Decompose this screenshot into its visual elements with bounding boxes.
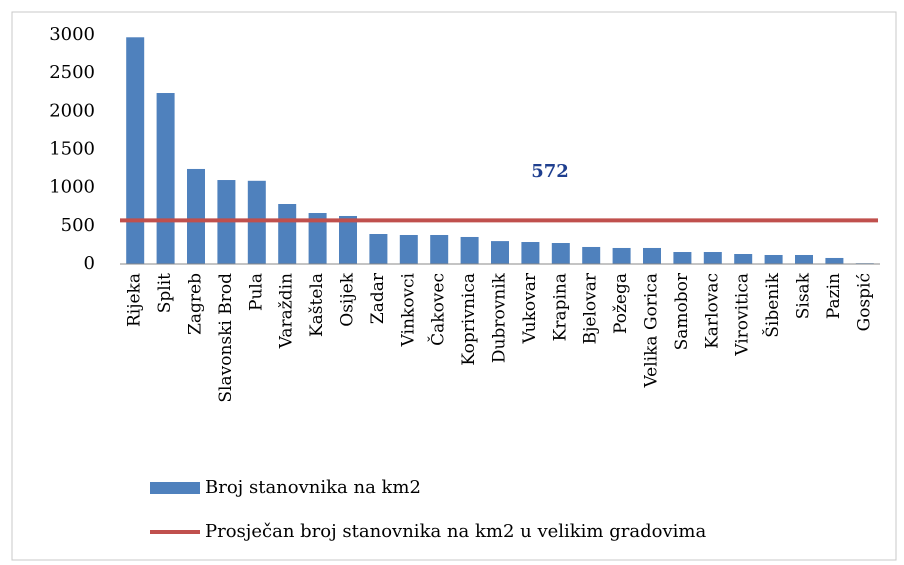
x-tick-label: Rijeka <box>125 273 145 327</box>
x-tick-label: Čakovec <box>428 273 449 346</box>
x-tick-label: Zagreb <box>186 273 206 335</box>
x-tick-label: Šibenik <box>762 272 783 337</box>
x-tick-label: Gospić <box>854 273 874 331</box>
bar <box>521 242 540 264</box>
x-tick-label: Kaštela <box>307 273 327 337</box>
x-tick-label: Velika Gorica <box>642 273 662 389</box>
bar <box>491 241 509 264</box>
bar <box>582 246 601 264</box>
x-tick-label: Sisak <box>794 272 814 319</box>
bar <box>673 252 692 264</box>
x-tick-label: Pula <box>246 273 266 311</box>
x-tick-label: Bjelovar <box>581 272 601 344</box>
x-tick-label: Split <box>155 273 175 313</box>
bar <box>399 234 418 264</box>
legend-label: Prosječan broj stanovnika na km2 u velik… <box>205 521 706 542</box>
bar <box>643 247 661 264</box>
bar <box>126 37 145 264</box>
y-tick-label: 1000 <box>49 177 95 198</box>
y-tick-label: 0 <box>84 253 95 274</box>
bar <box>339 215 357 264</box>
x-tick-label: Koprivnica <box>459 273 479 366</box>
x-tick-label: Požega <box>611 273 631 334</box>
x-tick-label: Vukovar <box>520 272 540 344</box>
y-tick-label: 1500 <box>49 139 95 160</box>
y-tick-label: 3000 <box>49 24 95 45</box>
legend-label: Broj stanovnika na km2 <box>205 477 421 498</box>
x-tick-label: Krapina <box>550 273 570 341</box>
x-tick-label: Dubrovnik <box>490 272 510 363</box>
x-tick-label: Pazin <box>824 273 844 319</box>
x-tick-label: Slavonski Brod <box>216 273 236 403</box>
bar <box>764 254 783 264</box>
y-tick-label: 2500 <box>49 62 95 83</box>
y-tick-label: 2000 <box>49 100 95 121</box>
bar <box>156 93 175 264</box>
bar <box>187 168 205 264</box>
x-tick-label: Virovitica <box>733 273 753 357</box>
bar <box>703 252 722 264</box>
x-tick-label: Varaždin <box>277 273 297 349</box>
bar <box>734 254 753 264</box>
bar <box>551 243 570 264</box>
y-tick-label: 500 <box>61 215 95 236</box>
x-tick-label: Vinkovci <box>398 272 418 347</box>
bar <box>308 213 327 264</box>
bar <box>825 257 844 264</box>
bar <box>430 234 449 264</box>
annotation: 572 <box>531 161 569 182</box>
bar <box>460 236 479 264</box>
x-tick-label: Osijek <box>338 272 358 326</box>
legend-swatch <box>150 482 200 494</box>
x-tick-label: Samobor <box>672 272 692 350</box>
x-tick-label: Karlovac <box>702 273 722 349</box>
bar <box>369 234 388 264</box>
bar <box>795 254 813 264</box>
bar <box>278 204 297 264</box>
bar <box>612 247 631 264</box>
bar <box>247 180 266 264</box>
x-tick-label: Zadar <box>368 272 388 324</box>
